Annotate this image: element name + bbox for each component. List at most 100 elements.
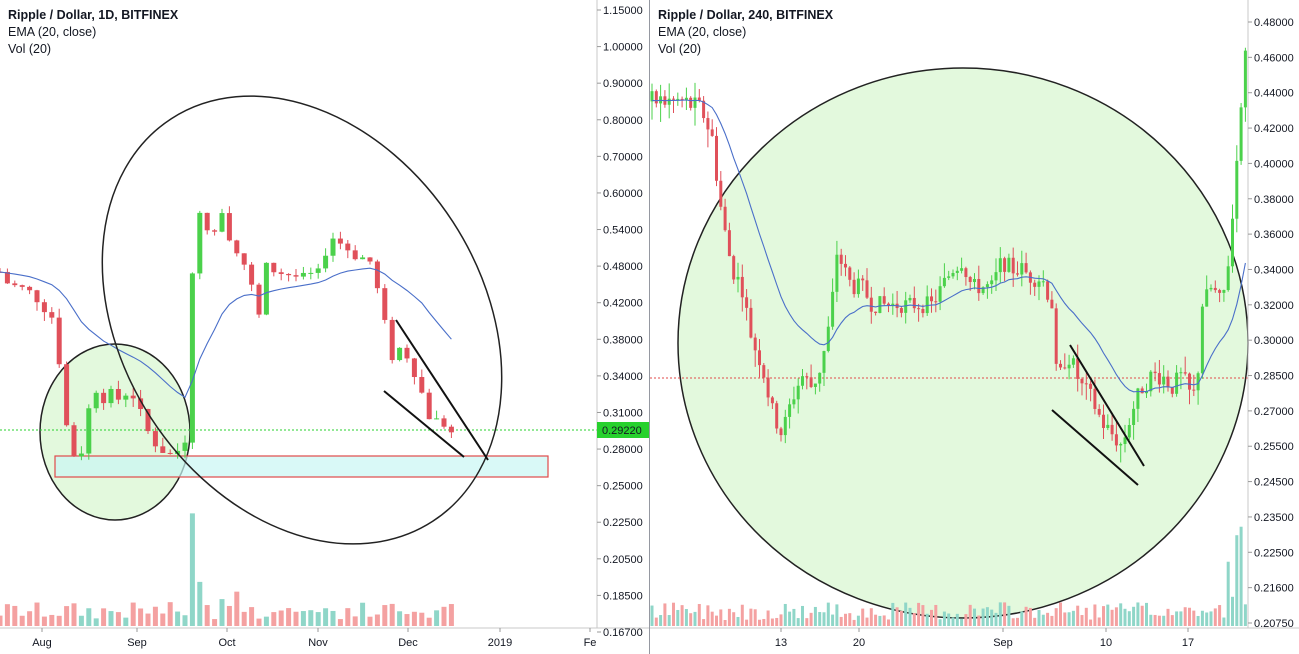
drawing-ellipse-large[interactable] [20,21,583,620]
volume-bar [1239,526,1243,626]
chart-panel-4h[interactable]: Ripple / Dollar, 240, BITFINEX EMA (20, … [650,0,1299,654]
drawing-trendline-lower[interactable] [1051,409,1139,486]
candle-body [822,351,826,373]
volume-bar [874,614,878,626]
volume-bar [293,611,299,626]
time-tick-label: Oct [218,637,235,649]
price-tick-label: 0.48000 [603,261,643,273]
candle-body [930,296,933,302]
candle-body [64,364,70,426]
time-tick-label: Sep [993,637,1013,649]
candle-body [680,98,684,100]
candle-body [278,272,284,274]
time-axis[interactable]: 13 20 Sep 10 17 [775,628,1194,649]
candle-body [1145,391,1148,394]
volume-bar [770,618,774,626]
candles [650,47,1247,463]
candle-body [1239,107,1243,161]
volume-bar [226,605,232,626]
volume-bar [93,618,99,626]
candle-body [212,230,218,232]
price-tick-label: 0.28500 [1254,371,1294,383]
price-tick-label: 1.15000 [603,5,643,17]
candle-body [197,212,203,274]
volume-bar [719,609,723,626]
candle-body [813,383,817,387]
candle-body [848,267,852,280]
candle-body [189,273,195,443]
volume-bar [822,612,826,626]
time-tick-label: 10 [1100,637,1112,649]
candle-body [78,453,84,457]
candle-body [1205,289,1209,307]
volume-bar [1209,611,1213,626]
volume-bar [1235,535,1239,626]
candle-body [1226,266,1230,291]
candle-body [951,272,955,277]
drawing-ellipse[interactable] [677,67,1249,619]
drawing-trendline-upper[interactable] [1069,344,1145,467]
volume-bar [12,605,18,626]
candle-body [1076,358,1080,379]
volume-bar [1119,603,1123,626]
time-tick-label: 13 [775,637,787,649]
volume-bar [977,615,981,626]
volume-bar [1097,617,1101,626]
volume-bar [419,612,425,626]
drawing-support-zone[interactable] [54,455,549,478]
volume-bar [736,616,740,626]
chart-legend: Ripple / Dollar, 1D, BITFINEX EMA (20, c… [8,7,178,58]
volume-bar [710,611,714,626]
volume-bar [826,602,830,626]
drawing-ellipse-small[interactable] [39,343,191,521]
candle-body [4,271,10,284]
time-axis[interactable]: Aug Sep Oct Nov Dec 2019 Fe [32,628,596,649]
candle-body [160,446,166,453]
candle-body [1153,371,1157,374]
volume-bar [908,607,912,626]
volume-bars [0,513,454,626]
volume-bar [34,602,40,626]
price-tick-label: 0.40000 [1254,158,1294,170]
volume-bar [697,604,701,626]
volume-bar [1140,605,1144,626]
volume-bar [1145,602,1148,626]
volume-bar [1123,608,1127,626]
volume-bar [852,619,856,626]
candle-body [882,296,886,304]
volume-bar [1188,607,1191,626]
volume-bar [123,617,129,626]
candle-body [374,261,380,289]
volume-bar [813,606,817,626]
candle-body [826,326,830,352]
volume-bar [448,604,454,626]
candle-body [985,284,989,288]
drawing-trendline-lower[interactable] [383,390,465,458]
drawing-trendline-upper[interactable] [395,319,489,461]
last-price-label: 0.29220 [602,425,642,437]
candle-body [1196,373,1200,391]
candle-body [861,278,865,281]
price-axis[interactable]: 0.48000 0.46000 0.44000 0.42000 0.40000 0.380… [1248,17,1294,630]
price-axis[interactable]: 1.15000 1.00000 0.90000 0.80000 0.70000 0.600… [597,5,643,639]
price-tick-label: 0.25000 [603,481,643,493]
candle-body [693,97,697,108]
candle-body [1059,363,1062,368]
chart-canvas[interactable]: 0.48000 0.46000 0.44000 0.42000 0.40000 0.380… [650,0,1299,654]
volume-bar [1059,602,1062,626]
candle-body [856,278,860,295]
chart-panel-daily[interactable]: Ripple / Dollar, 1D, BITFINEX EMA (20, c… [0,0,650,654]
volume-bar [723,619,727,626]
volume-bar [426,617,432,626]
candle-body [1183,372,1187,374]
candle-body [1157,373,1161,385]
candle-body [300,272,306,277]
volume-bar [374,614,380,626]
candle-body [115,388,121,400]
chart-canvas[interactable]: 1.15000 1.00000 0.90000 0.80000 0.70000 0.600… [0,0,650,654]
volume-bar [345,608,351,626]
price-tick-label: 0.36000 [1254,229,1294,241]
volume-bar [138,608,144,626]
panel-divider[interactable] [649,0,650,654]
candle-body [779,428,783,436]
